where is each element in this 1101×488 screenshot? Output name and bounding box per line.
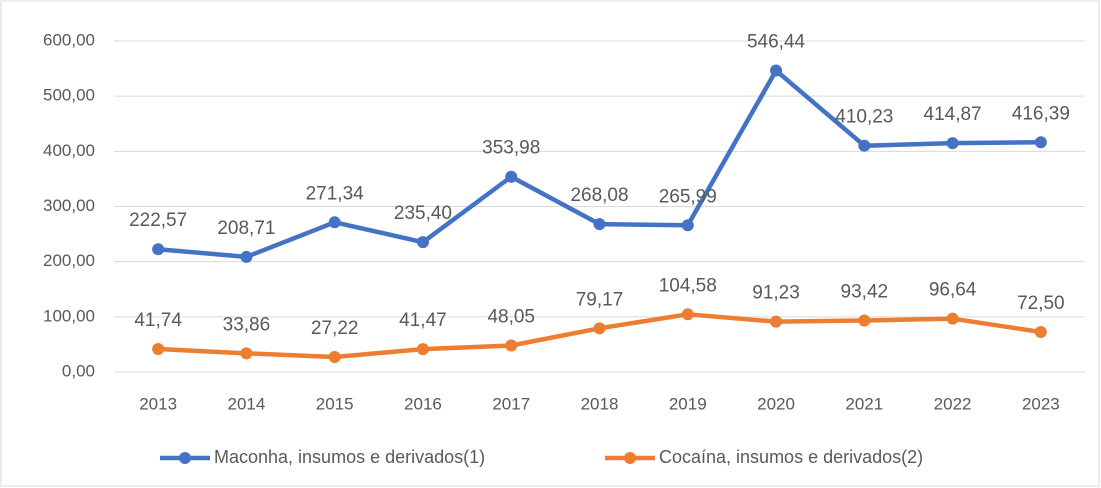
data-point <box>593 218 606 231</box>
data-label: 271,34 <box>306 183 365 204</box>
legend-marker <box>624 452 636 464</box>
data-point <box>593 322 606 335</box>
y-tick-label: 200,00 <box>43 251 95 270</box>
data-point <box>946 137 959 150</box>
data-label: 268,08 <box>570 185 628 206</box>
y-tick-label: 300,00 <box>43 196 95 215</box>
data-point <box>416 236 429 249</box>
x-tick-label: 2019 <box>669 394 707 413</box>
data-point <box>505 170 518 183</box>
data-point <box>770 64 783 77</box>
data-label: 222,57 <box>129 210 187 231</box>
data-label: 41,47 <box>399 310 447 331</box>
legend-label: Maconha, insumos e derivados(1) <box>214 447 485 467</box>
y-tick-label: 500,00 <box>43 86 95 105</box>
data-label: 265,99 <box>659 186 717 207</box>
data-point <box>152 243 165 256</box>
legend-marker <box>179 452 191 464</box>
x-tick-label: 2022 <box>934 394 972 413</box>
x-tick-label: 2023 <box>1022 394 1060 413</box>
data-label: 235,40 <box>394 203 452 224</box>
data-label: 91,23 <box>752 283 800 304</box>
data-label: 353,98 <box>482 138 540 159</box>
legend-label: Cocaína, insumos e derivados(2) <box>659 447 923 467</box>
data-point <box>240 347 253 360</box>
data-label: 93,42 <box>841 281 889 302</box>
data-point <box>328 216 341 229</box>
x-tick-label: 2017 <box>492 394 530 413</box>
x-tick-label: 2021 <box>845 394 883 413</box>
data-point <box>1034 136 1047 149</box>
x-tick-label: 2013 <box>139 394 177 413</box>
data-label: 208,71 <box>217 218 275 239</box>
x-tick-label: 2016 <box>404 394 442 413</box>
data-point <box>858 314 871 327</box>
data-point <box>858 139 871 152</box>
data-label: 27,22 <box>311 318 359 339</box>
x-tick-label: 2014 <box>227 394 265 413</box>
data-label: 96,64 <box>929 280 977 301</box>
data-label: 41,74 <box>134 310 182 331</box>
data-label: 72,50 <box>1017 293 1065 314</box>
y-tick-label: 100,00 <box>43 306 95 325</box>
x-tick-label: 2018 <box>581 394 619 413</box>
data-label: 546,44 <box>747 32 806 53</box>
data-label: 33,86 <box>223 314 271 335</box>
data-label: 48,05 <box>487 307 535 328</box>
data-point <box>152 342 165 355</box>
data-label: 416,39 <box>1012 103 1070 124</box>
data-label: 104,58 <box>659 275 717 296</box>
data-point <box>416 343 429 356</box>
data-label: 79,17 <box>576 289 624 310</box>
data-label: 410,23 <box>835 107 893 128</box>
x-tick-label: 2020 <box>757 394 795 413</box>
data-point <box>770 315 783 328</box>
data-point <box>946 312 959 325</box>
data-label: 414,87 <box>924 104 982 125</box>
x-tick-label: 2015 <box>316 394 354 413</box>
y-tick-label: 0,00 <box>62 361 95 380</box>
data-point <box>240 250 253 263</box>
y-tick-label: 600,00 <box>43 30 95 49</box>
data-point <box>328 350 341 363</box>
y-tick-label: 400,00 <box>43 141 95 160</box>
data-point <box>681 308 694 321</box>
data-point <box>1034 326 1047 339</box>
data-point <box>505 339 518 352</box>
data-point <box>681 219 694 232</box>
